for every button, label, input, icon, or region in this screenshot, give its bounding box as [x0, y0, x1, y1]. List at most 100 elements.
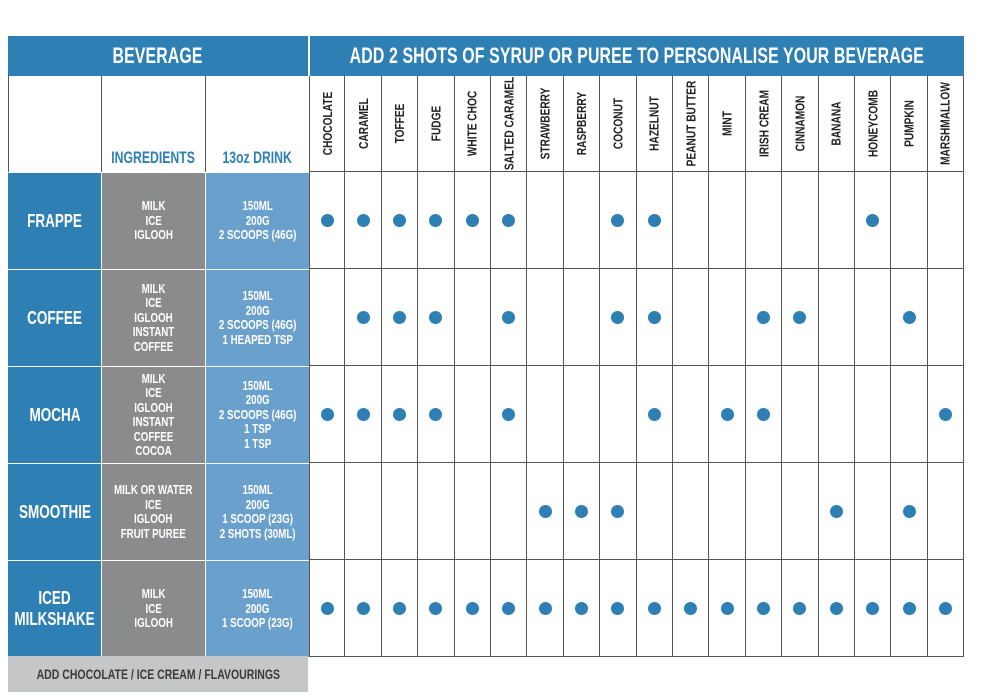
flavour-cell [563, 172, 601, 269]
ingredients-cell: MILK OR WATER ICE IGLOOH FRUIT PUREE [101, 463, 205, 560]
flavour-cell [418, 172, 455, 269]
beverage-name-text: FRAPPE [27, 210, 82, 231]
flavour-cell [600, 366, 637, 463]
available-dot [647, 213, 661, 227]
flavour-header-raspberry: RASPBERRY [563, 76, 601, 172]
quantities-cell-text: 150ML 200G 2 SCOOPS (46G) [218, 199, 297, 243]
flavour-header-irish-cream: IRISH CREAM [745, 76, 783, 172]
flavour-cell [454, 269, 491, 366]
flavour-cell [454, 366, 491, 463]
flavour-label: WHITE CHOC [464, 90, 480, 157]
flavour-label: COCONUT [610, 97, 626, 150]
available-dot [793, 310, 807, 324]
flavour-header-marshmallow: MARSHMALLOW [927, 76, 965, 172]
flavour-cell [855, 463, 892, 560]
flavour-cell [709, 269, 746, 366]
available-dot [392, 310, 406, 324]
available-dot [647, 407, 661, 421]
available-dot [392, 213, 406, 227]
flavour-cell [491, 560, 528, 657]
flavour-cell [745, 366, 783, 463]
ingredients-cell-text: MILK ICE IGLOOH [134, 587, 173, 631]
flavour-cell [381, 463, 419, 560]
available-dot [502, 407, 516, 421]
available-dot [829, 504, 843, 518]
available-dot [938, 601, 952, 615]
flavour-cell [563, 560, 601, 657]
flavour-cell [855, 269, 892, 366]
flavour-cell [745, 560, 783, 657]
flavour-header-banana: BANANA [818, 76, 855, 172]
syrup-header: ADD 2 SHOTS OF SYRUP OR PUREE TO PERSONA… [310, 36, 964, 76]
flavour-header-caramel: CARAMEL [345, 76, 382, 172]
flavour-cell [855, 366, 892, 463]
flavour-cell [454, 463, 491, 560]
flavour-cell [927, 366, 965, 463]
available-dot [902, 504, 916, 518]
beverage-name-text: MOCHA [29, 404, 80, 425]
quantities-cell-text: 150ML 200G 1 SCOOP (23G) [222, 587, 293, 631]
available-dot [720, 407, 734, 421]
flavour-label: STRAWBERRY [537, 87, 553, 160]
flavour-cell [381, 269, 419, 366]
beverage-header-label: BEVERAGE [112, 43, 204, 68]
flavour-label: HAZELNUT [646, 96, 662, 151]
flavour-cell [709, 560, 746, 657]
flavour-cell [563, 366, 601, 463]
flavour-cell [782, 463, 819, 560]
flavour-label: CARAMEL [355, 98, 371, 149]
flavour-cell [309, 560, 346, 657]
flavour-label: BANANA [828, 101, 844, 146]
available-dot [502, 310, 516, 324]
ingredients-cell-text: MILK ICE IGLOOH INSTANT COFFEE [132, 281, 175, 354]
flavour-header-peanut-butter: PEANUT BUTTER [673, 76, 710, 172]
beverage-name-text: ICED MILKSHAKE [14, 588, 95, 629]
flavour-header-toffee: TOFFEE [381, 76, 419, 172]
flavour-cell [418, 463, 455, 560]
flavour-cell [309, 269, 346, 366]
flavour-cell [309, 172, 346, 269]
flavour-cell [818, 172, 855, 269]
quantities-cell: 150ML 200G 2 SCOOPS (46G) 1 HEAPED TSP [205, 269, 309, 366]
quantities-cell: 150ML 200G 2 SCOOPS (46G) [205, 172, 309, 269]
footer-note: ADD CHOCOLATE / ICE CREAM / FLAVOURINGS [8, 656, 308, 692]
beverage-name-text: SMOOTHIE [18, 501, 91, 522]
flavour-cell [418, 269, 455, 366]
available-dot [392, 407, 406, 421]
flavour-label: SALTED CARAMEL [501, 76, 517, 171]
available-dot [611, 310, 625, 324]
beverage-name: COFFEE [8, 269, 101, 366]
available-dot [356, 407, 370, 421]
available-dot [866, 601, 880, 615]
available-dot [502, 601, 516, 615]
flavour-cell [636, 366, 673, 463]
available-dot [465, 213, 479, 227]
flavour-cell [345, 366, 382, 463]
flavour-cell [527, 560, 564, 657]
ingredients-cell-text: MILK OR WATER ICE IGLOOH FRUIT PUREE [114, 483, 193, 541]
flavour-cell [600, 172, 637, 269]
flavour-cell [491, 172, 528, 269]
ingredients-header-label: INGREDIENTS [111, 148, 196, 167]
flavour-cell [745, 172, 783, 269]
flavour-label: RASPBERRY [574, 91, 589, 156]
flavour-header-coconut: COCONUT [600, 76, 637, 172]
available-dot [429, 310, 443, 324]
flavour-label: HONEYCOMB [865, 89, 881, 158]
flavour-header-chocolate: CHOCOLATE [309, 76, 346, 172]
flavour-cell [381, 560, 419, 657]
flavour-cell [891, 366, 928, 463]
flavour-cell [673, 560, 710, 657]
beverage-name: ICED MILKSHAKE [8, 560, 101, 657]
beverage-header: BEVERAGE [8, 36, 308, 76]
available-dot [320, 601, 334, 615]
flavour-cell [818, 269, 855, 366]
flavour-cell [782, 366, 819, 463]
beverage-name: SMOOTHIE [8, 463, 101, 560]
flavour-header-cinnamon: CINNAMON [782, 76, 819, 172]
flavour-cell [636, 172, 673, 269]
flavour-cell [709, 366, 746, 463]
available-dot [429, 213, 443, 227]
flavour-label: CHOCOLATE [319, 91, 335, 156]
flavour-label: PUMPKIN [901, 100, 917, 147]
